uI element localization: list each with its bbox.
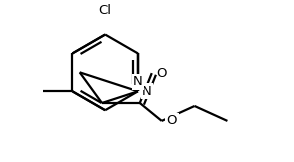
Text: O: O bbox=[167, 114, 177, 127]
Text: O: O bbox=[157, 67, 167, 80]
Text: N: N bbox=[133, 75, 143, 88]
Text: Cl: Cl bbox=[99, 4, 112, 17]
Text: N: N bbox=[142, 85, 152, 98]
